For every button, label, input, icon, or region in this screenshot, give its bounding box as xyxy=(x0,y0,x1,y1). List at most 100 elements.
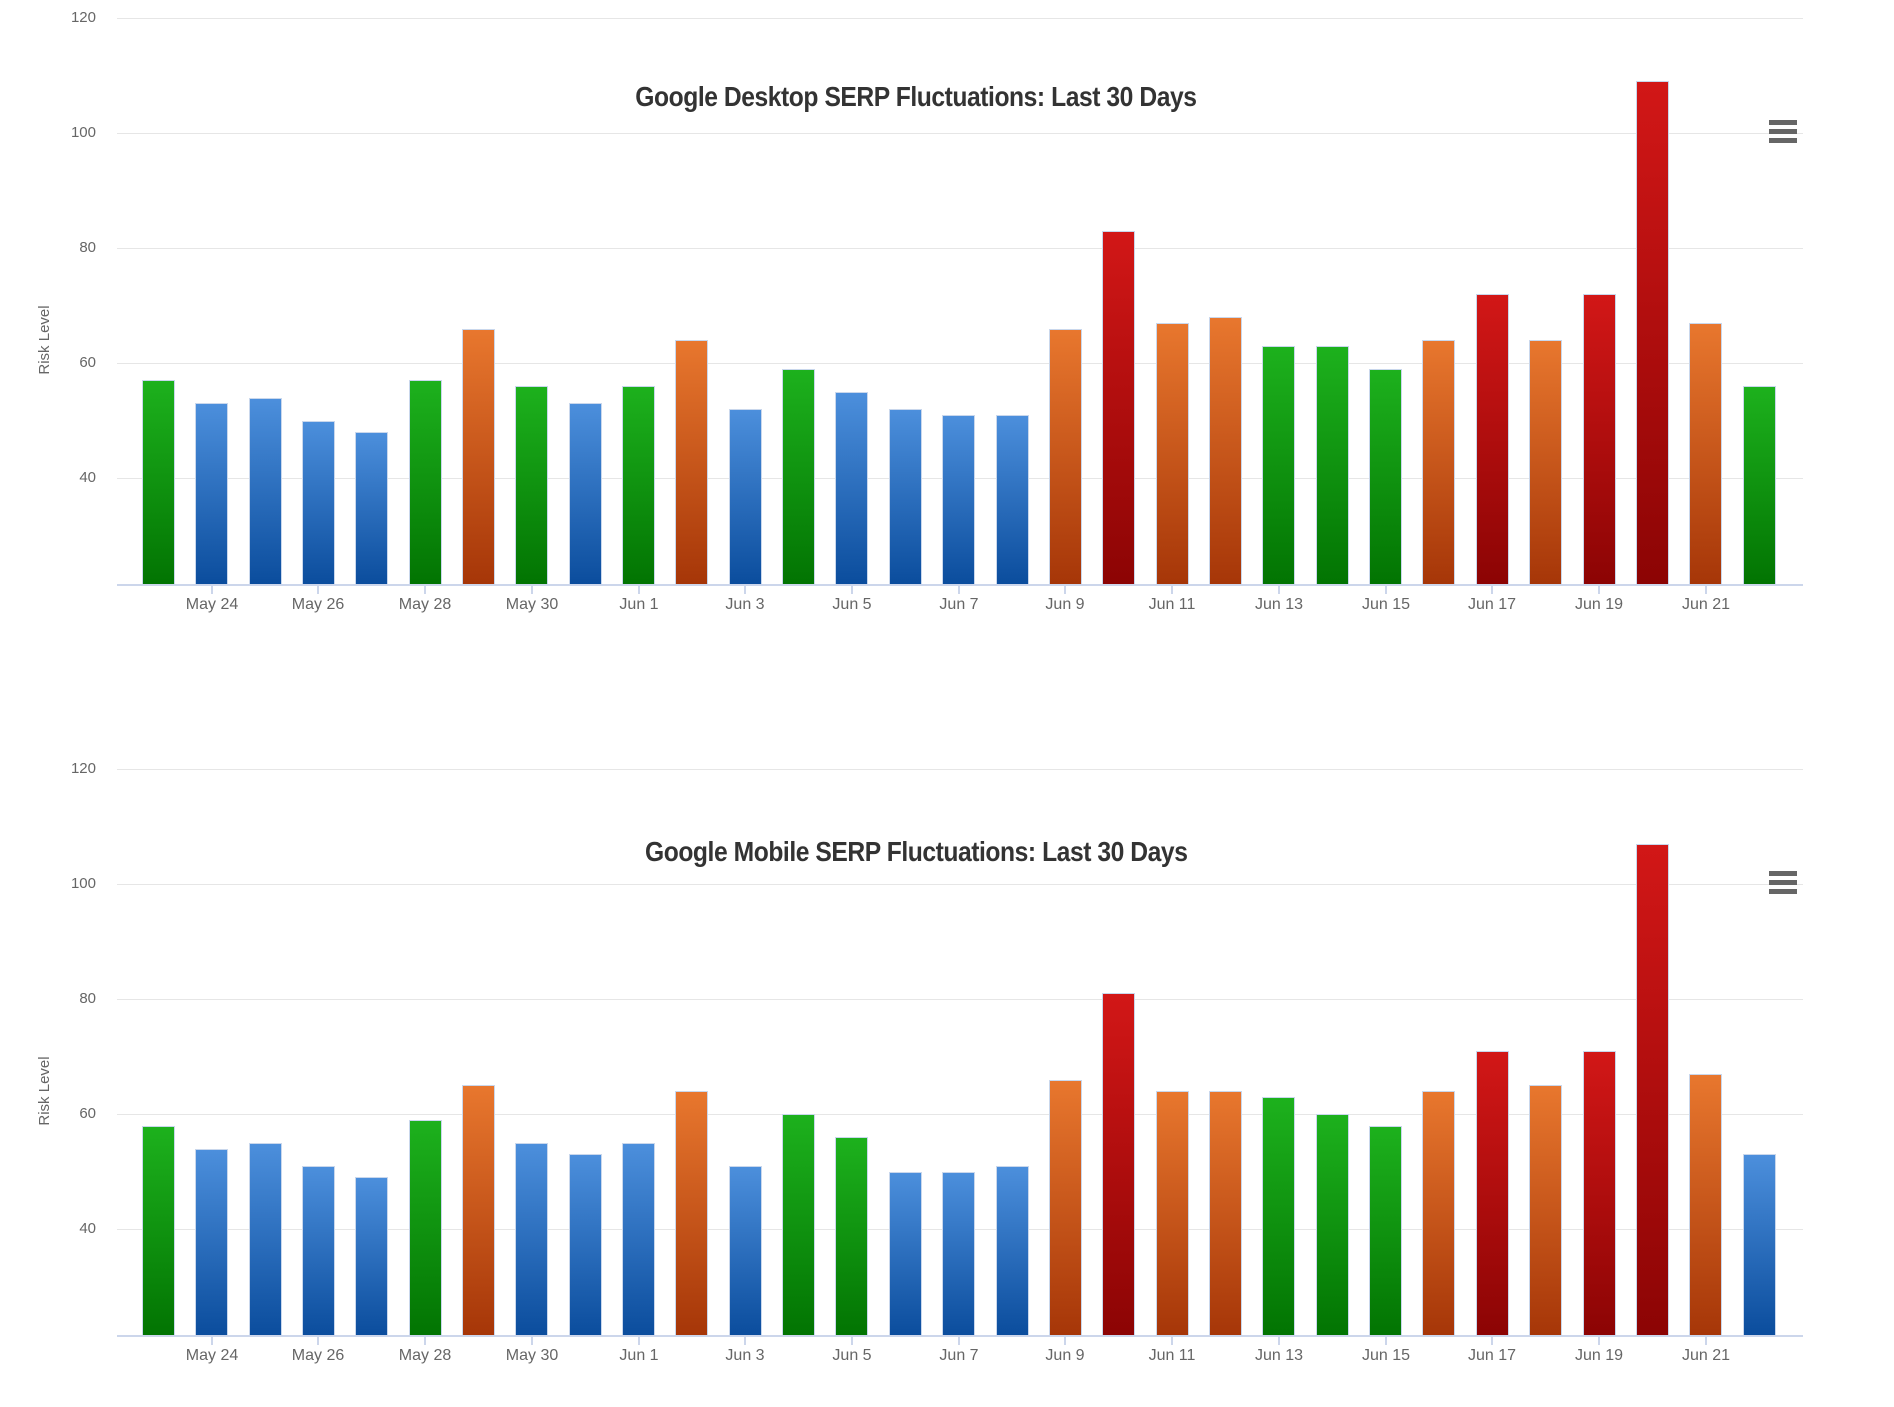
x-tick-label: May 26 xyxy=(291,1347,345,1364)
bar[interactable] xyxy=(1262,1097,1295,1335)
bar[interactable] xyxy=(1369,369,1402,584)
bar[interactable] xyxy=(1689,323,1722,584)
bar[interactable] xyxy=(729,409,762,584)
chart-desktop: Google Desktop SERP Fluctuations: Last 3… xyxy=(0,0,1894,700)
bar[interactable] xyxy=(1422,1091,1455,1335)
bar[interactable] xyxy=(1422,340,1455,584)
bar[interactable] xyxy=(1689,1074,1722,1335)
bar[interactable] xyxy=(302,1166,335,1335)
bar[interactable] xyxy=(675,340,708,584)
bar[interactable] xyxy=(675,1091,708,1335)
bar[interactable] xyxy=(1583,294,1616,584)
bar[interactable] xyxy=(1316,346,1349,584)
bar[interactable] xyxy=(942,415,975,584)
bar[interactable] xyxy=(515,1143,548,1335)
bar[interactable] xyxy=(1209,317,1242,584)
bar[interactable] xyxy=(835,392,868,584)
bar[interactable] xyxy=(835,1137,868,1335)
hamburger-icon xyxy=(1769,119,1797,125)
chart-menu-button[interactable] xyxy=(1767,868,1799,896)
bar[interactable] xyxy=(249,1143,282,1335)
bar[interactable] xyxy=(1583,1051,1616,1335)
bar[interactable] xyxy=(142,1126,175,1335)
x-tick xyxy=(1278,1335,1280,1345)
x-tick-label: Jun 15 xyxy=(1361,1347,1411,1364)
x-tick-label: Jun 5 xyxy=(832,1347,872,1364)
bar[interactable] xyxy=(1529,1085,1562,1335)
bar[interactable] xyxy=(569,1154,602,1335)
bar[interactable] xyxy=(996,415,1029,584)
bar[interactable] xyxy=(1476,1051,1509,1335)
bar[interactable] xyxy=(1369,1126,1402,1335)
y-tick-label: 40 xyxy=(79,1220,96,1237)
x-tick-label: Jun 11 xyxy=(1148,1347,1196,1364)
bar[interactable] xyxy=(1209,1091,1242,1335)
bar[interactable] xyxy=(996,1166,1029,1335)
gridline xyxy=(117,18,1803,19)
bar[interactable] xyxy=(1529,340,1562,584)
x-tick xyxy=(317,584,319,594)
bar[interactable] xyxy=(1743,386,1776,584)
x-tick-label: Jun 5 xyxy=(832,596,872,613)
bar[interactable] xyxy=(195,403,228,584)
bar[interactable] xyxy=(622,386,655,584)
bar[interactable] xyxy=(1156,323,1189,584)
gridline xyxy=(117,884,1803,885)
bar[interactable] xyxy=(782,1114,815,1335)
chart-mobile: Google Mobile SERP Fluctuations: Last 30… xyxy=(0,751,1894,1407)
bar[interactable] xyxy=(782,369,815,584)
bar[interactable] xyxy=(515,386,548,584)
gridline xyxy=(117,363,1803,364)
x-tick-label: Jun 11 xyxy=(1148,596,1196,613)
page-title: Google Desktop SERP Fluctuations: Last 3… xyxy=(0,81,1832,113)
gridline xyxy=(117,133,1803,134)
bar[interactable] xyxy=(1102,993,1135,1335)
x-tick-label: May 30 xyxy=(505,596,559,613)
chart-title-text: Google Mobile SERP Fluctuations: Last 30… xyxy=(644,836,1188,868)
bar[interactable] xyxy=(1049,329,1082,584)
bar[interactable] xyxy=(889,1172,922,1335)
bar[interactable] xyxy=(1102,231,1135,584)
chart-menu-button[interactable] xyxy=(1767,117,1799,145)
bar[interactable] xyxy=(409,1120,442,1335)
bar[interactable] xyxy=(142,380,175,584)
x-tick xyxy=(851,1335,853,1345)
bar[interactable] xyxy=(1262,346,1295,584)
x-tick xyxy=(958,1335,960,1345)
bar[interactable] xyxy=(1049,1080,1082,1335)
x-tick-label: May 24 xyxy=(185,1347,239,1364)
bar[interactable] xyxy=(569,403,602,584)
bar[interactable] xyxy=(1636,844,1669,1335)
bar[interactable] xyxy=(729,1166,762,1335)
y-axis-title: Risk Level xyxy=(36,305,53,375)
bar[interactable] xyxy=(1636,81,1669,584)
bar[interactable] xyxy=(355,1177,388,1335)
x-tick xyxy=(1385,1335,1387,1345)
x-tick-label: Jun 1 xyxy=(619,1347,659,1364)
x-tick xyxy=(1491,584,1493,594)
bar[interactable] xyxy=(942,1172,975,1335)
x-tick xyxy=(744,1335,746,1345)
bar[interactable] xyxy=(249,398,282,584)
y-tick-label: 100 xyxy=(70,875,96,892)
bar[interactable] xyxy=(1743,1154,1776,1335)
bar[interactable] xyxy=(462,329,495,584)
plot-area xyxy=(117,769,1803,1337)
bar[interactable] xyxy=(622,1143,655,1335)
x-tick xyxy=(424,1335,426,1345)
y-tick-label: 60 xyxy=(79,354,96,371)
bar[interactable] xyxy=(889,409,922,584)
bar[interactable] xyxy=(302,421,335,584)
x-tick-label: Jun 9 xyxy=(1045,596,1085,613)
bar[interactable] xyxy=(1316,1114,1349,1335)
plot-area xyxy=(117,18,1803,586)
bar[interactable] xyxy=(462,1085,495,1335)
bar[interactable] xyxy=(1156,1091,1189,1335)
x-tick-label: Jun 3 xyxy=(725,1347,765,1364)
x-tick-label: Jun 13 xyxy=(1254,596,1304,613)
x-tick xyxy=(1705,584,1707,594)
bar[interactable] xyxy=(355,432,388,584)
bar[interactable] xyxy=(195,1149,228,1335)
bar[interactable] xyxy=(1476,294,1509,584)
bar[interactable] xyxy=(409,380,442,584)
